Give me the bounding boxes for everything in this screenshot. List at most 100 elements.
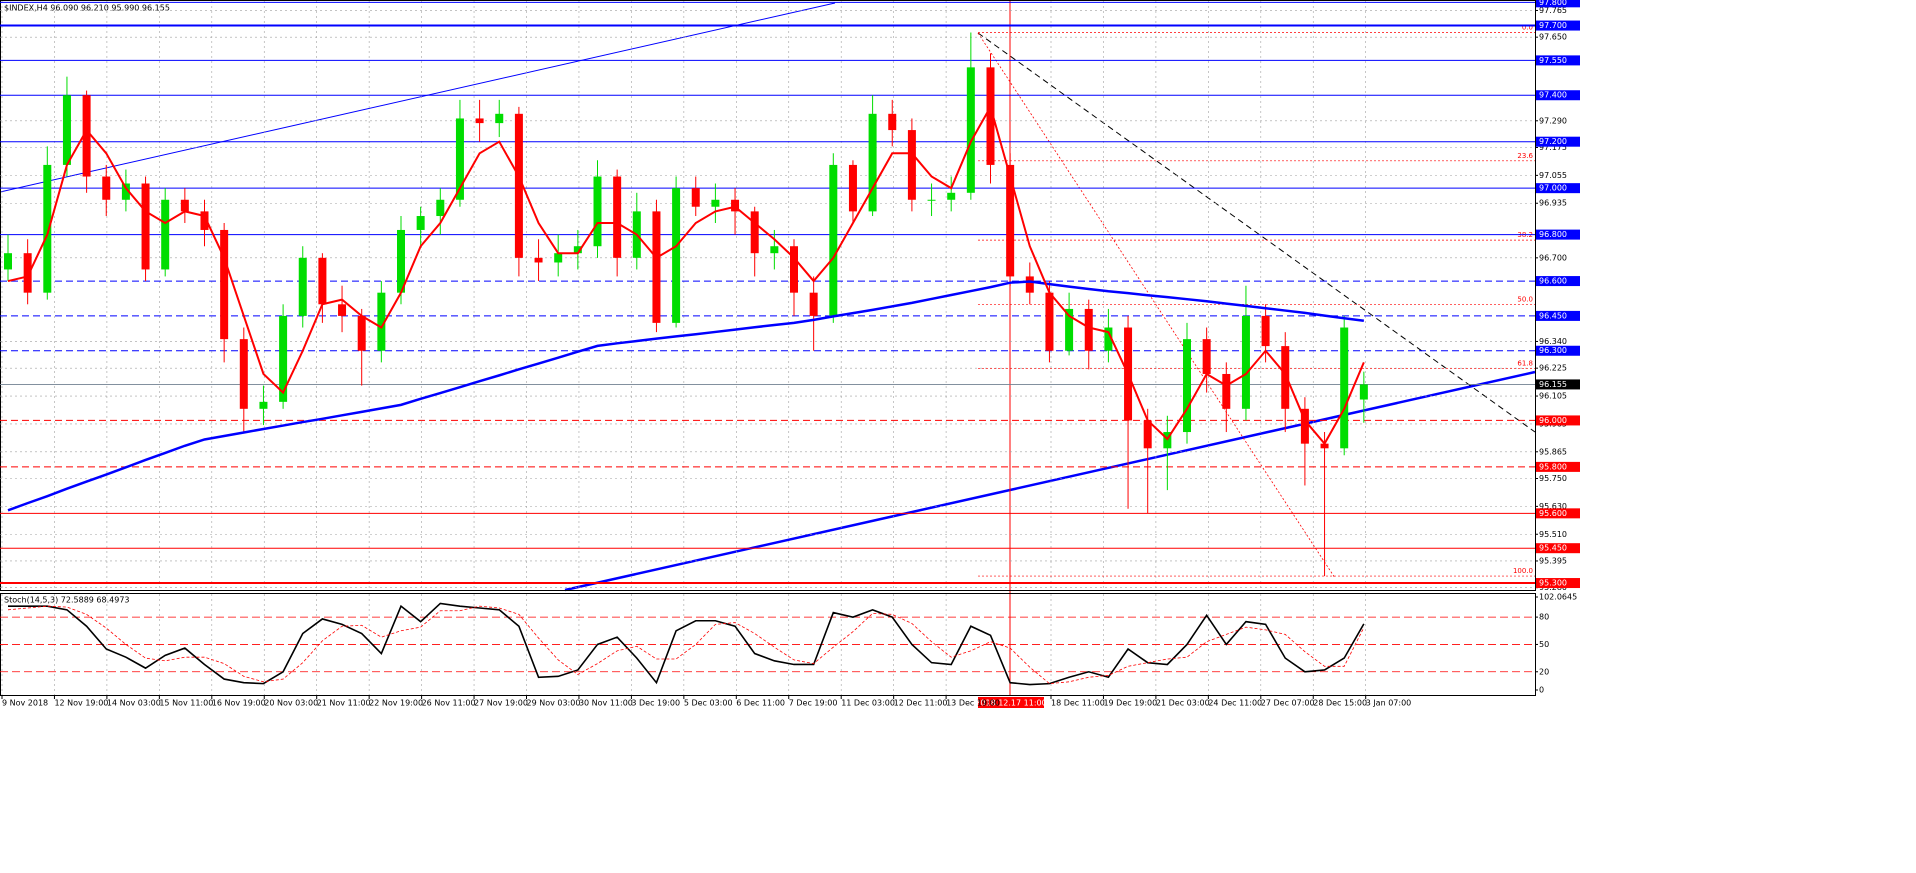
trend-line (977, 32, 1536, 433)
candle-body (534, 257, 543, 263)
level-label-box (1536, 543, 1580, 554)
candle-body (1359, 384, 1368, 400)
candle-body (1084, 308, 1093, 351)
candle-body (23, 253, 32, 293)
level-label: 97.400 (1539, 91, 1567, 100)
candle-body (298, 257, 307, 316)
candle-body (43, 164, 52, 293)
level-label-box (1536, 229, 1580, 240)
stoch-title: Stoch(14,5,3) 72.5889 68.4973 (4, 596, 130, 605)
fib-label: 100.0 (1513, 567, 1533, 575)
level-label-box (1536, 345, 1580, 356)
level-label-box (1536, 0, 1580, 8)
candle-body (416, 216, 425, 230)
candle-body (1261, 315, 1270, 347)
fib-label: 50.0 (1517, 295, 1533, 303)
trend-line (564, 370, 1536, 592)
y-tick-label: 96.340 (1539, 337, 1567, 346)
x-tick-label: 18 Dec 11:00 (1051, 699, 1105, 708)
y-tick-label: 102.0645 (1539, 593, 1577, 602)
candle-body (1340, 327, 1349, 449)
y-tick-label: 96.105 (1539, 392, 1567, 401)
candle-body (318, 257, 327, 305)
crosshair-label-box (978, 697, 1044, 708)
y-tick-label: 96.935 (1539, 199, 1567, 208)
candle-body (848, 164, 857, 212)
candle-body (141, 183, 150, 270)
candle-body (475, 118, 484, 124)
fib-label: 0.0 (1522, 24, 1533, 32)
x-tick-label: 30 Nov 11:00 (579, 699, 633, 708)
x-tick-label: 19 Dec 19:00 (1103, 699, 1157, 708)
y-tick-label: 80 (1539, 613, 1549, 622)
level-label: 97.700 (1539, 21, 1567, 30)
x-tick-label: 22 Nov 19:00 (369, 699, 423, 708)
level-label-box (1536, 578, 1580, 589)
x-tick-label: 9 Nov 2018 (2, 699, 48, 708)
x-tick-label: 11 Dec 03:00 (841, 699, 895, 708)
candle-body (1320, 443, 1329, 449)
x-tick-label: 14 Nov 03:00 (107, 699, 161, 708)
level-label-box (1536, 90, 1580, 101)
candle-body (966, 67, 975, 193)
x-tick-label: 27 Nov 19:00 (474, 699, 528, 708)
x-tick-label: 24 Dec 11:00 (1208, 699, 1262, 708)
candle-body (1300, 408, 1309, 444)
level-label-box (1536, 55, 1580, 66)
candle-body (731, 199, 740, 212)
level-label: 96.800 (1539, 230, 1567, 239)
level-label-box (1536, 20, 1580, 31)
y-tick-label: 97.650 (1539, 33, 1567, 42)
candle-body (613, 176, 622, 258)
level-label-box (1536, 136, 1580, 147)
candle-body (986, 67, 995, 165)
x-tick-label: 20 Nov 03:00 (264, 699, 318, 708)
x-tick-label: 13 Dec 19:00 (946, 699, 1000, 708)
candle-body (62, 95, 71, 165)
x-tick-label: 21 Nov 11:00 (317, 699, 371, 708)
candle-body (239, 339, 248, 409)
level-label: 96.000 (1539, 416, 1567, 425)
y-tick-label: 96.700 (1539, 253, 1567, 262)
last-price-box (1536, 379, 1580, 390)
level-label-box (1536, 508, 1580, 519)
last-price-label: 96.155 (1539, 380, 1567, 389)
candle-body (573, 246, 582, 254)
candle-body (868, 113, 877, 212)
level-label: 96.300 (1539, 346, 1567, 355)
candle-body (220, 229, 229, 340)
candle-body (121, 183, 130, 200)
y-tick-label: 50 (1539, 640, 1549, 649)
fib-label: 23.6 (1517, 152, 1533, 160)
trend-line (0, 2, 836, 193)
y-tick-label: 95.750 (1539, 474, 1567, 483)
fib-label: 61.8 (1517, 359, 1533, 367)
candle-body (102, 176, 111, 200)
candle-body (907, 130, 916, 200)
indicator-line (7, 104, 1365, 446)
candle-body (1183, 339, 1191, 433)
level-label: 97.000 (1539, 184, 1567, 193)
x-tick-label: 5 Dec 03:00 (684, 699, 733, 708)
candle-body (947, 192, 956, 200)
candle-body (82, 95, 91, 177)
x-tick-label: 21 Dec 03:00 (1156, 699, 1210, 708)
y-tick-label: 96.225 (1539, 364, 1567, 373)
candle-body (514, 113, 523, 258)
candle-body (790, 246, 798, 293)
candle-body (809, 292, 818, 316)
level-label-box (1536, 310, 1580, 321)
y-tick-label: 95.395 (1539, 556, 1567, 565)
candle-body (711, 199, 720, 207)
candle-body (338, 304, 347, 316)
y-tick-label: 95.865 (1539, 447, 1567, 456)
level-label: 96.450 (1539, 311, 1567, 320)
candle-body (436, 199, 445, 217)
candle-body (259, 401, 268, 409)
candle-body (495, 113, 504, 124)
level-label: 95.800 (1539, 462, 1567, 471)
x-tick-label: 7 Dec 19:00 (789, 699, 838, 708)
candle-body (1104, 327, 1113, 351)
